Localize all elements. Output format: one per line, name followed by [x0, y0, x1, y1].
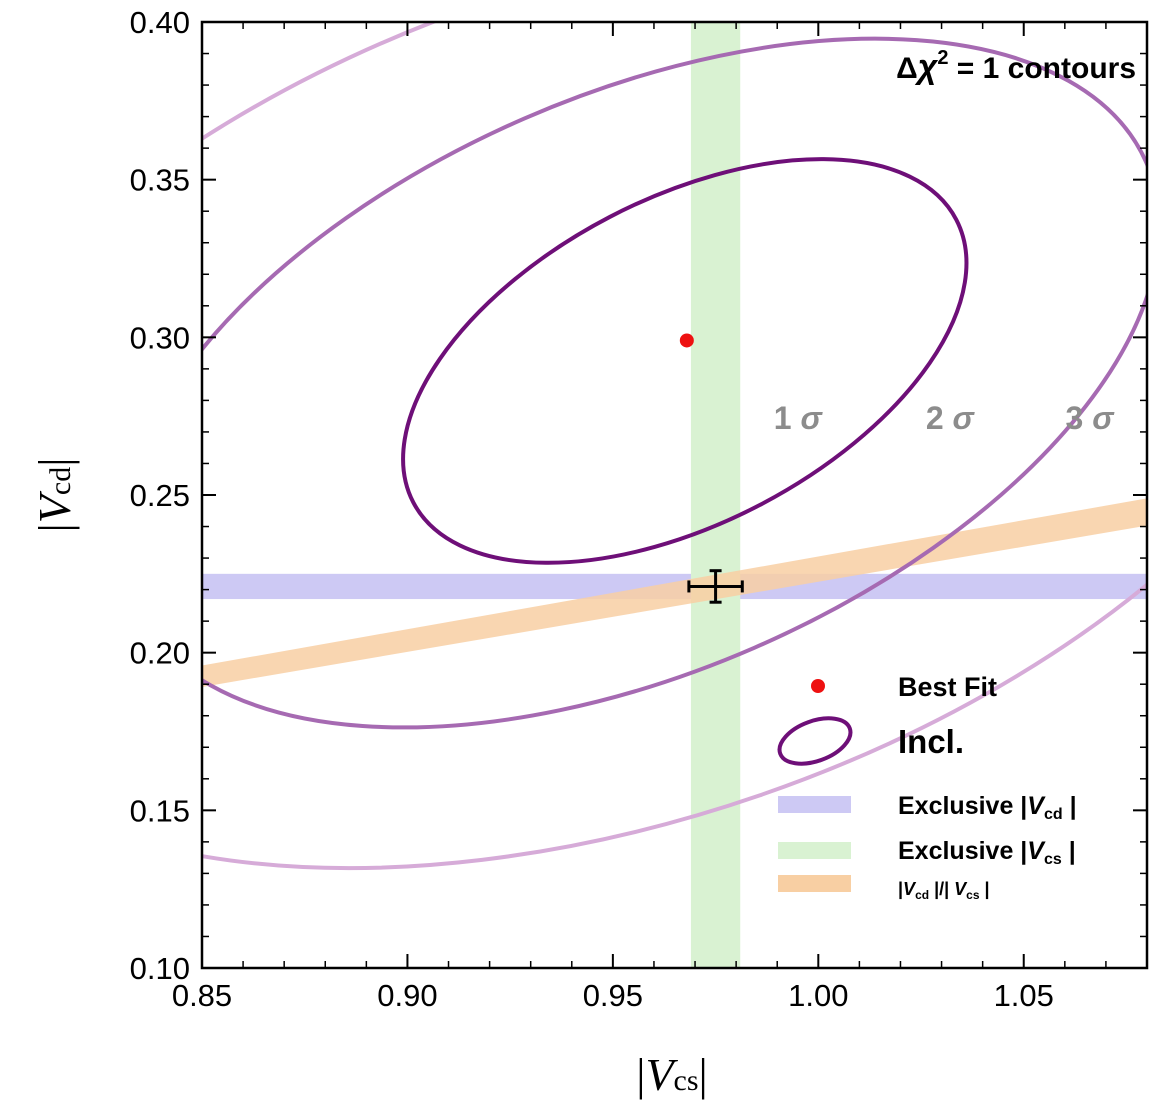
y-tick-label: 0.10	[130, 951, 190, 986]
legend-ratio-p1: |	[898, 879, 903, 899]
legend-ratio-v1: V	[903, 879, 917, 899]
title-superscript: 2	[937, 47, 948, 69]
sigma-label-2: 2 σ	[926, 400, 976, 436]
x-tick-label: 0.95	[583, 978, 643, 1013]
x-title-sub: cs	[674, 1064, 699, 1097]
sigma-label-1: 1 σ	[774, 400, 824, 436]
legend-vcd-v: V	[1027, 792, 1046, 820]
legend-exclusive-vcs-label: Exclusive |Vcs |	[898, 837, 1076, 868]
x-tick-label: 1.00	[788, 978, 848, 1013]
legend-exclusive-vcs-swatch	[778, 842, 851, 859]
legend-exclusive-vcd-swatch	[778, 796, 851, 813]
legend-ratio-label: |Vcd |/| Vcs |	[898, 879, 990, 902]
y-title-bar-open: |	[29, 523, 80, 532]
sigma-label-3: 3 σ	[1066, 400, 1116, 436]
x-axis-title: |Vcs|	[636, 1049, 708, 1100]
y-title-v: V	[29, 490, 80, 523]
legend-exclusive-vcd-label: Exclusive |Vcd |	[898, 792, 1077, 823]
legend-ratio-sub1: cd	[915, 888, 929, 902]
y-tick-label: 0.30	[130, 320, 190, 355]
chart-title: Δχ2 = 1 contours	[896, 47, 1136, 86]
sigma-symbol-3: σ	[1092, 400, 1115, 436]
band-ratio-vcd-vcs	[202, 498, 1147, 687]
x-tick-label: 1.05	[994, 978, 1054, 1013]
best-fit-point	[679, 333, 694, 348]
y-tick-label: 0.20	[130, 636, 190, 671]
title-chi: χ	[915, 48, 939, 86]
x-title-v: V	[645, 1049, 678, 1100]
sigma-symbol-2: σ	[953, 400, 976, 436]
x-tick-label: 0.90	[377, 978, 437, 1013]
legend-vcs-v: V	[1027, 837, 1046, 865]
legend-ratio-p3: |	[980, 879, 990, 899]
y-tick-label: 0.15	[130, 793, 190, 828]
legend-vcs-suffix: |	[1062, 837, 1076, 865]
x-title-bar-open: |	[636, 1049, 645, 1100]
legend-incl-label: Incl.	[898, 723, 964, 760]
legend-incl-marker	[777, 716, 853, 766]
legend-best-fit-label: Best Fit	[898, 672, 997, 702]
x-tick-label: 0.85	[172, 978, 232, 1013]
y-title-bar-close: |	[29, 458, 80, 467]
sigma-symbol-1: σ	[800, 400, 823, 436]
y-tick-label: 0.40	[130, 5, 190, 40]
legend-ratio-p2: |/|	[929, 879, 954, 899]
legend-vcs-prefix: Exclusive |	[898, 837, 1027, 865]
title-rest: = 1 contours	[948, 52, 1136, 85]
legend-vcd-sub: cd	[1044, 806, 1063, 823]
legend-vcs-sub: cs	[1044, 851, 1062, 868]
legend-vcd-suffix: |	[1063, 792, 1077, 820]
legend: Best Fit Incl. Exclusive |Vcd | Exclusiv…	[777, 672, 1077, 902]
legend-vcd-prefix: Exclusive |	[898, 792, 1027, 820]
sigma-number-3: 3	[1066, 400, 1093, 436]
axes: 0.85 0.90 0.95 1.00 1.05 0.10 0.15 0.20 0.25 0.30…	[130, 5, 1149, 1013]
legend-best-fit-marker	[811, 679, 825, 693]
sigma-number-2: 2	[926, 400, 953, 436]
y-tick-label: 0.25	[130, 478, 190, 513]
y-axis-title: |Vcd|	[29, 458, 80, 533]
title-delta: Δ	[896, 52, 918, 85]
legend-ratio-v2: V	[954, 879, 968, 899]
legend-ratio-swatch	[778, 875, 851, 892]
contour-1-sigma	[401, 157, 969, 565]
y-title-sub: cd	[44, 467, 77, 495]
x-title-bar-close: |	[699, 1049, 708, 1100]
legend-ratio-sub2: cs	[966, 888, 980, 902]
sigma-number-1: 1	[774, 400, 801, 436]
contour-3-sigma	[202, 22, 1147, 871]
band-exclusive-vcs	[690, 22, 741, 968]
y-tick-label: 0.35	[130, 163, 190, 198]
